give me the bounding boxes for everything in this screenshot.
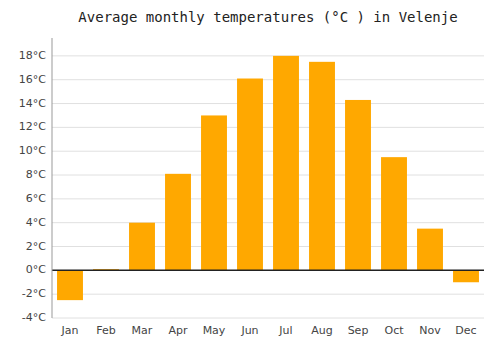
x-tick-label: Nov [419,324,441,337]
grid-line [52,79,484,80]
y-tick-label: 10°C [19,144,46,157]
x-tick-label: Mar [132,324,153,337]
y-tick-label: 8°C [26,168,46,181]
y-grid [52,56,484,318]
y-ticks: -4°C -2°C 0°C 2°C 4°C 6°C 8°C 10°C 12°C 14°C 16°C 1… [19,49,46,324]
bar [165,174,191,271]
bar [237,79,263,271]
x-tick-label: Oct [384,324,404,337]
grid-line [52,294,484,295]
chart-svg: -4°C -2°C 0°C 2°C 4°C 6°C 8°C 10°C 12°C 14°C 16°C 1… [0,0,500,350]
bar [309,62,335,271]
grid-line [52,198,484,199]
y-tick-label: -2°C [22,287,46,300]
grid-line [52,175,484,176]
bar [345,100,371,270]
x-tick-label: Feb [96,324,115,337]
y-tick-label: 0°C [26,263,46,276]
grid-line [52,222,484,223]
chart-container: -4°C -2°C 0°C 2°C 4°C 6°C 8°C 10°C 12°C 14°C 16°C 1… [0,0,500,350]
grid-line [52,270,484,271]
x-tick-label: Jun [240,324,258,337]
x-tick-label: Jul [278,324,292,337]
x-tick-label: Aug [311,324,332,337]
y-tick-label: 6°C [26,192,46,205]
y-tick-label: -4°C [22,311,46,324]
y-tick-label: 16°C [19,73,46,86]
y-tick-label: 2°C [26,240,46,253]
bar [453,270,479,282]
y-tick-label: 14°C [19,97,46,110]
x-tick-label: May [203,324,226,337]
grid-line [52,151,484,152]
grid-line [52,127,484,128]
baseline [52,270,484,272]
y-tick-label: 4°C [26,216,46,229]
bar [201,115,227,270]
y-axis-line [52,38,53,318]
y-tick-label: 18°C [19,49,46,62]
bar [417,229,443,271]
bar [57,270,83,300]
y-tick-label: 12°C [19,120,46,133]
bars [57,56,479,300]
bar [129,223,155,271]
x-ticks: Jan Feb Mar Apr May Jun Jul Aug Sep Oct Nov Dec [61,324,477,337]
x-tick-label: Sep [348,324,369,337]
grid-line [52,55,484,56]
grid-line [52,318,484,319]
bar [381,157,407,270]
chart-title: Average monthly temperatures (°C ) in Ve… [78,9,457,25]
grid-line [52,103,484,104]
x-tick-label: Apr [168,324,188,337]
bar [273,56,299,270]
x-tick-label: Jan [61,324,79,337]
x-tick-label: Dec [455,324,476,337]
